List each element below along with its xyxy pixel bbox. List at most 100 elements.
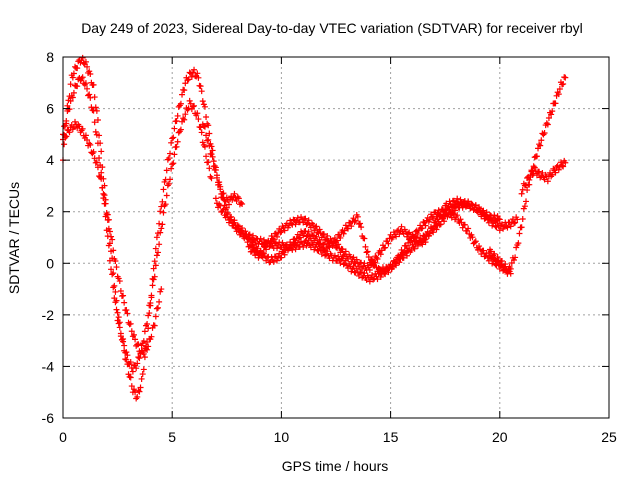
satellite-track-7-point <box>512 254 519 261</box>
satellite-track-6-point <box>373 254 380 261</box>
satellite-track-1-point <box>239 200 246 207</box>
satellite-track-1-point <box>144 339 151 346</box>
satellite-track-8-point <box>526 176 533 183</box>
satellite-track-5-point <box>270 258 277 265</box>
satellite-track-5-point <box>389 263 396 270</box>
satellite-track-6-point <box>274 233 281 240</box>
satellite-track-1-point <box>123 356 130 363</box>
satellite-track-5-point <box>231 219 238 226</box>
satellite-track-2-point <box>94 140 101 147</box>
satellite-track-6-point <box>448 203 455 210</box>
satellite-track-2-point <box>144 321 151 328</box>
satellite-track-3-point <box>158 286 165 293</box>
satellite-track-6-point <box>405 230 412 237</box>
satellite-track-5-point <box>295 235 302 242</box>
satellite-track-3-point <box>153 305 160 312</box>
satellite-track-2-point <box>158 225 165 232</box>
satellite-track-2-point <box>203 153 210 160</box>
satellite-track-7-point <box>508 260 515 267</box>
satellite-track-5-point <box>461 221 468 228</box>
satellite-track-6-point <box>288 220 295 227</box>
y-axis-label: SDTVAR / TECUs <box>6 182 22 294</box>
satellite-track-5-point <box>337 234 344 241</box>
satellite-track-6-point <box>245 243 252 250</box>
satellite-track-5-point <box>383 263 390 270</box>
satellite-track-5-point <box>396 255 403 262</box>
satellite-track-6-point <box>398 223 405 230</box>
satellite-track-7-point <box>537 142 544 149</box>
satellite-track-4-point <box>200 122 207 129</box>
satellite-track-4-point <box>204 137 211 144</box>
satellite-track-1-point <box>198 88 205 95</box>
satellite-track-6-point <box>246 243 253 250</box>
satellite-track-7-point <box>504 269 511 276</box>
satellite-track-4-point <box>209 153 216 160</box>
satellite-track-1-point <box>84 63 91 70</box>
satellite-track-6-point <box>250 244 257 251</box>
satellite-track-4-point <box>210 163 217 170</box>
satellite-track-1-point <box>231 190 238 197</box>
satellite-track-5-point <box>289 242 296 249</box>
satellite-track-3-point <box>127 320 134 327</box>
satellite-track-8-point <box>555 166 562 173</box>
satellite-track-2-point <box>165 180 172 187</box>
satellite-track-2-point <box>63 117 70 124</box>
satellite-track-6-point <box>485 216 492 223</box>
satellite-track-2-point <box>181 116 188 123</box>
satellite-track-1-point <box>195 74 202 81</box>
satellite-track-7-point <box>560 80 567 87</box>
satellite-track-1-point <box>151 258 158 265</box>
satellite-track-6-point <box>374 256 381 263</box>
satellite-track-3-point <box>140 350 147 357</box>
satellite-track-5-point <box>322 247 329 254</box>
axis-ticks: 0 5 10 15 20 25 -6 -4 -2 0 2 4 6 8 <box>42 49 617 445</box>
satellite-track-1-point <box>159 198 166 205</box>
satellite-track-6-point <box>495 215 502 222</box>
satellite-track-4-point <box>339 255 346 262</box>
satellite-track-1-point <box>137 384 144 391</box>
chart-title: Day 249 of 2023, Sidereal Day-to-day VTE… <box>81 20 583 36</box>
satellite-track-1-point <box>138 375 145 382</box>
satellite-track-2-point <box>171 151 178 158</box>
satellite-track-6-point <box>294 214 301 221</box>
satellite-track-4-point <box>223 204 230 211</box>
y-tick-label: 8 <box>46 49 54 65</box>
satellite-track-6-point <box>277 229 284 236</box>
satellite-track-2-point <box>159 221 166 228</box>
satellite-track-3-point <box>157 288 164 295</box>
satellite-track-5-point <box>345 225 352 232</box>
satellite-track-7-point <box>507 265 514 272</box>
satellite-track-1-point <box>127 374 134 381</box>
x-tick-label: 25 <box>601 429 617 445</box>
satellite-track-4-point <box>403 252 410 259</box>
satellite-track-7-point <box>515 240 522 247</box>
satellite-track-1-point <box>169 135 176 142</box>
satellite-track-4-point <box>369 272 376 279</box>
satellite-track-3-point <box>101 192 108 199</box>
satellite-track-2-point <box>127 359 134 366</box>
satellite-track-5-point <box>340 230 347 237</box>
satellite-track-1-point <box>126 373 133 380</box>
satellite-track-6-point <box>316 226 323 233</box>
satellite-track-1-point <box>70 70 77 77</box>
satellite-track-6-point <box>441 208 448 215</box>
satellite-track-1-point <box>203 114 210 121</box>
satellite-track-4-point <box>335 253 342 260</box>
satellite-track-4-point <box>374 276 381 283</box>
satellite-track-3-point <box>123 306 130 313</box>
satellite-track-4-point <box>497 222 504 229</box>
satellite-track-6-point <box>342 248 349 255</box>
satellite-track-2-point <box>74 83 81 90</box>
satellite-track-6-point <box>313 223 320 230</box>
satellite-track-5-point <box>250 239 257 246</box>
satellite-track-6-point <box>417 235 424 242</box>
satellite-track-5-point <box>362 243 369 250</box>
satellite-track-4-point <box>205 136 212 143</box>
satellite-track-3-point <box>128 328 135 335</box>
satellite-track-6-point <box>476 204 483 211</box>
satellite-track-2-point <box>98 169 105 176</box>
satellite-track-5-point <box>469 234 476 241</box>
satellite-track-4-point <box>436 221 443 228</box>
satellite-track-3-point <box>105 216 112 223</box>
satellite-track-3-point <box>124 310 131 317</box>
